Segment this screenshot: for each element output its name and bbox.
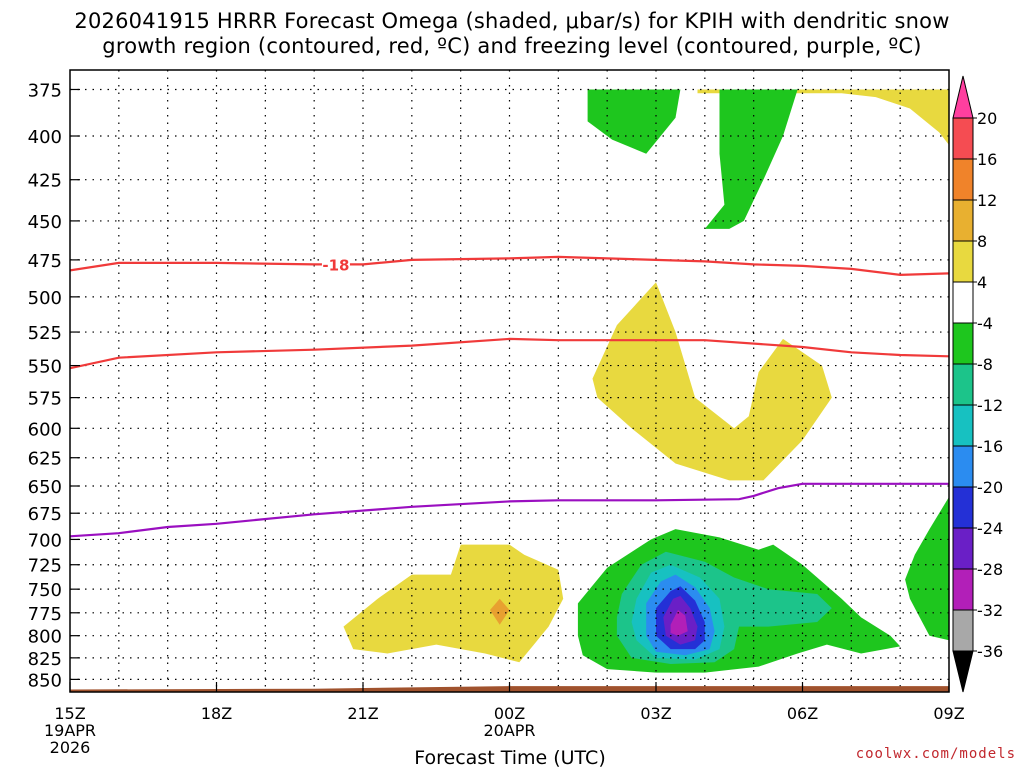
colorbar-bottom-arrow bbox=[952, 650, 974, 693]
x-tick-sublabel: 20APR bbox=[483, 721, 535, 740]
site-credit: coolwx.com/models bbox=[855, 746, 1016, 762]
y-axis: 375 400 425 450 475 500 525 550 575 600 625 650 675 7… bbox=[28, 80, 80, 691]
y-tick-label: 850 bbox=[28, 670, 62, 691]
chart-title-line-1: 2026041915 HRRR Forecast Omega (shaded, … bbox=[74, 9, 950, 33]
colorbar-segment bbox=[952, 609, 974, 652]
y-tick-label: 700 bbox=[28, 530, 62, 551]
colorbar-label: 12 bbox=[977, 191, 997, 210]
x-tick-label: 18Z bbox=[201, 704, 232, 723]
colorbar-label: -36 bbox=[977, 642, 1003, 661]
colorbar-label: 4 bbox=[977, 273, 987, 292]
y-tick-label: 800 bbox=[28, 627, 62, 648]
x-tick-sublabel: 2026 bbox=[50, 738, 91, 757]
colorbar-segment bbox=[952, 117, 974, 160]
y-tick-label: 750 bbox=[28, 580, 62, 601]
x-tick-label: 15Z bbox=[54, 704, 85, 723]
omega-region-5 bbox=[490, 598, 510, 625]
colorbar-top-arrow bbox=[952, 75, 974, 119]
contour-line-2 bbox=[70, 482, 949, 538]
omega-region-0 bbox=[697, 89, 949, 145]
contour-label: -18 bbox=[322, 256, 349, 274]
x-tick-label: 06Z bbox=[787, 704, 818, 723]
omega-region-13 bbox=[905, 497, 949, 641]
contour-line-0 bbox=[70, 255, 949, 277]
omega-region-2 bbox=[704, 89, 798, 229]
colorbar-label: -24 bbox=[977, 519, 1003, 538]
omega-region-12 bbox=[670, 610, 688, 636]
x-tick-label: 09Z bbox=[933, 704, 964, 723]
y-tick-label: 525 bbox=[28, 323, 62, 344]
x-tick-label: 21Z bbox=[347, 704, 378, 723]
colorbar-label: -12 bbox=[977, 396, 1003, 415]
y-tick-label: 825 bbox=[28, 649, 62, 670]
colorbar-label: 20 bbox=[977, 109, 997, 128]
colorbar-segment bbox=[952, 486, 974, 529]
colorbar-segment bbox=[952, 527, 974, 570]
chart-title-line-2: growth region (contoured, red, ºC) and f… bbox=[102, 34, 922, 58]
colorbar-label: -4 bbox=[977, 314, 993, 333]
x-axis-label: Forecast Time (UTC) bbox=[414, 747, 605, 768]
x-tick-label: 03Z bbox=[640, 704, 671, 723]
y-tick-label: 550 bbox=[28, 357, 62, 378]
y-tick-label: 775 bbox=[28, 604, 62, 625]
contour-label-bg bbox=[321, 256, 350, 273]
y-tick-label: 500 bbox=[28, 288, 62, 309]
y-tick-label: 575 bbox=[28, 389, 62, 410]
omega-shading bbox=[343, 89, 949, 673]
y-tick-label: 375 bbox=[28, 80, 62, 101]
colorbar-segment bbox=[952, 240, 974, 283]
colorbar-segment bbox=[952, 363, 974, 406]
colorbar-label: 16 bbox=[977, 150, 997, 169]
colorbar-label: -20 bbox=[977, 478, 1003, 497]
colorbar-segment bbox=[952, 568, 974, 611]
contour-lines: -18 bbox=[70, 255, 949, 538]
y-tick-label: 425 bbox=[28, 171, 62, 192]
colorbar-segment bbox=[952, 445, 974, 488]
contour-line-1 bbox=[70, 337, 949, 370]
x-tick-label: 00Z bbox=[494, 704, 525, 723]
y-tick-label: 400 bbox=[28, 127, 62, 148]
colorbar-label: -32 bbox=[977, 601, 1003, 620]
y-tick-label: 725 bbox=[28, 556, 62, 577]
grid-lines bbox=[70, 70, 949, 692]
y-tick-label: 450 bbox=[28, 212, 62, 233]
omega-region-3 bbox=[592, 282, 832, 481]
omega-region-4 bbox=[343, 544, 564, 663]
colorbar-label: -28 bbox=[977, 560, 1003, 579]
colorbar-segment bbox=[952, 281, 974, 324]
colorbar: 20 16 12 8 4 -4 -8 -12 -16 -20 -24 -28 -32 -36 bbox=[952, 75, 1003, 693]
colorbar-label: 8 bbox=[977, 232, 987, 251]
y-tick-label: 625 bbox=[28, 449, 62, 470]
y-tick-label: 650 bbox=[28, 477, 62, 498]
colorbar-segment bbox=[952, 404, 974, 447]
colorbar-label: -16 bbox=[977, 437, 1003, 456]
omega-region-1 bbox=[587, 89, 681, 154]
x-tick-sublabel: 19APR bbox=[44, 721, 96, 740]
y-tick-label: 600 bbox=[28, 419, 62, 440]
colorbar-segment bbox=[952, 158, 974, 201]
colorbar-segment bbox=[952, 322, 974, 365]
y-tick-label: 675 bbox=[28, 504, 62, 525]
colorbar-segment bbox=[952, 199, 974, 242]
y-tick-label: 475 bbox=[28, 251, 62, 272]
colorbar-label: -8 bbox=[977, 355, 993, 374]
